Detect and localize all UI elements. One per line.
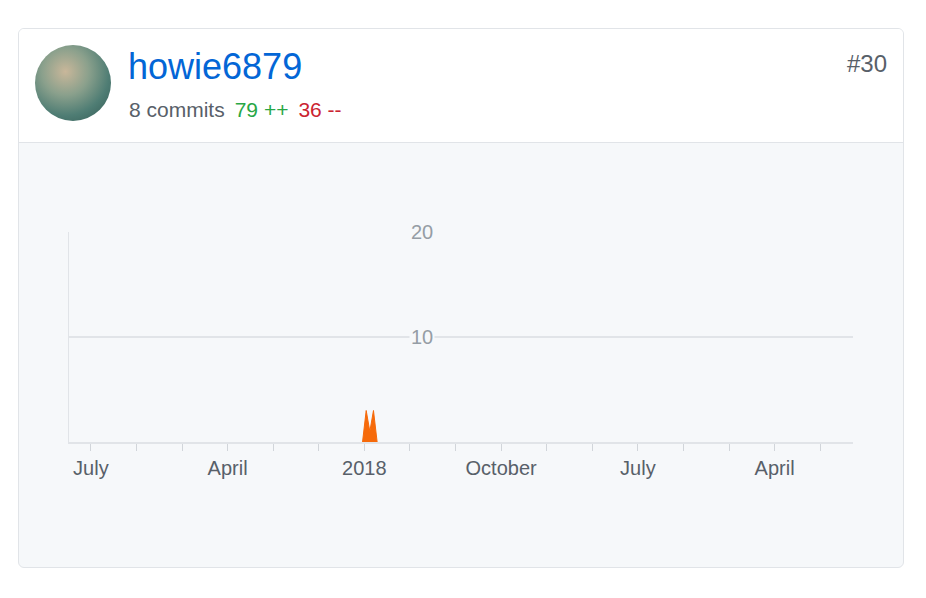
html-text:#30: #30 — [847, 50, 887, 77]
html-text:8 commits: 8 commits — [129, 98, 225, 121]
svg-text:October: October — [466, 457, 537, 479]
svg-text:2018: 2018 — [342, 457, 387, 479]
html-text:howie6879: howie6879 — [128, 46, 303, 87]
svg-text:April: April — [755, 457, 795, 479]
svg-text:July: July — [73, 457, 109, 479]
svg-text:April: April — [208, 457, 248, 479]
html-text:79 ++: 79 ++ — [234, 98, 289, 121]
svg-text:20: 20 — [411, 221, 433, 243]
html-text:36 --: 36 -- — [298, 98, 342, 121]
svg-text:10: 10 — [411, 326, 433, 348]
svg-text:July: July — [620, 457, 656, 479]
